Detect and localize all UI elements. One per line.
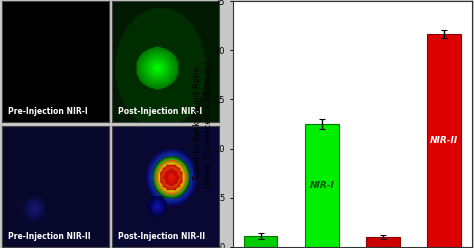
Text: NIR-II: NIR-II [430, 136, 458, 145]
Text: Post-Injection NIR-I: Post-Injection NIR-I [118, 107, 202, 116]
Text: Pre-Injection NIR-I: Pre-Injection NIR-I [8, 107, 88, 116]
Y-axis label: Tumor-to-Background Ratio
(Mean Fluorescence Intensity): Tumor-to-Background Ratio (Mean Fluoresc… [193, 60, 213, 188]
Bar [427, 34, 461, 247]
Text: Post-Injection NIR-II: Post-Injection NIR-II [118, 232, 205, 241]
Text: Pre-Injection NIR-II: Pre-Injection NIR-II [8, 232, 91, 241]
Bar [305, 124, 338, 247]
Text: NIR-I: NIR-I [310, 181, 334, 190]
Bar [366, 237, 400, 247]
Bar [244, 236, 277, 247]
